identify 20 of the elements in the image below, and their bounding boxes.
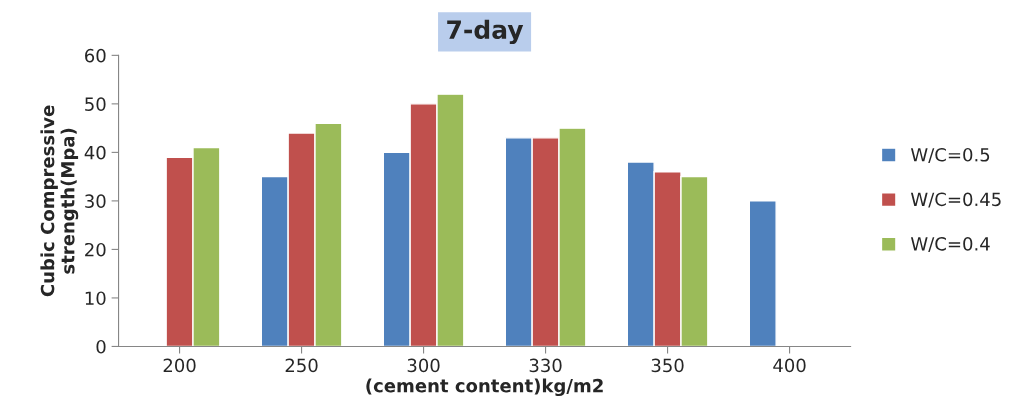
x-tick-label: 200: [163, 358, 196, 373]
y-tick-label: 40: [84, 145, 106, 160]
y-tick-label: 20: [85, 242, 106, 257]
x-tick-label: 300: [407, 358, 440, 373]
y-tick-label: 30: [85, 194, 106, 209]
bar: [748, 200, 777, 347]
x-tick-label: 250: [285, 358, 318, 373]
y-tick-label: 50: [85, 97, 106, 111]
y-axis-title: Cubic Compressive strength(Mpa): [40, 105, 79, 297]
y-tick-label: 60: [85, 48, 106, 63]
y-tick-label: 10: [85, 291, 106, 306]
legend-label: W/C=0.4: [910, 237, 990, 253]
chart-title: 7-day: [447, 19, 524, 45]
legend-label: W/C=0.5: [910, 147, 990, 163]
x-tick-label: 400: [773, 358, 806, 373]
x-tick-label: 330: [529, 358, 562, 373]
x-tick-label: 350: [651, 358, 684, 373]
x-axis-title: (cement content)kg/m2: [366, 378, 603, 397]
legend-label: W/C=0.45: [910, 192, 1001, 208]
y-tick-label: 0: [96, 339, 106, 354]
